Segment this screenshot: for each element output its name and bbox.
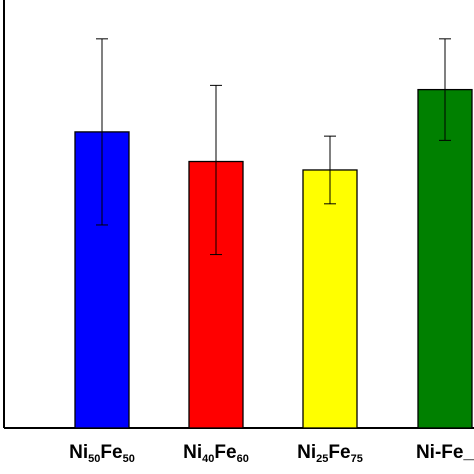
chart-bars [74,88,473,429]
category-label-4: Ni-Fe_ [415,442,474,463]
category-label-3: Ni25Fe75 [297,442,363,465]
chart-error-bars [96,38,451,256]
bar-3 [302,169,358,429]
bar-4 [417,88,473,429]
category-label-1: Ni50Fe50 [69,442,135,465]
category-label-2: Ni40Fe60 [183,442,249,465]
